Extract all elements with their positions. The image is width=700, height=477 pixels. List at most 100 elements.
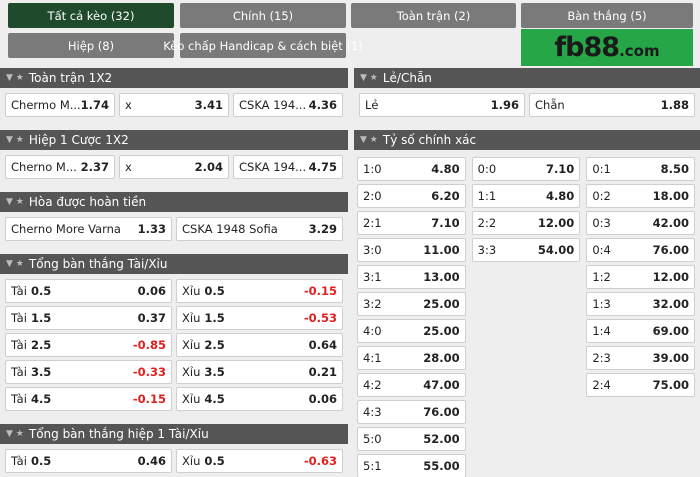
odds-cell[interactable]: Xỉu 4.5 0.06 <box>176 387 343 411</box>
odds-value: 0.06 <box>137 284 166 298</box>
section-header[interactable]: ▼ ★ Tổng bàn thắng Tài/Xỉu <box>0 254 348 274</box>
odds-cell[interactable]: 2:2 12.00 <box>471 211 581 235</box>
odds-cell[interactable]: 4:2 47.00 <box>357 373 466 397</box>
outcome-name: 3:3 <box>477 243 497 257</box>
odds-cell[interactable]: 1:4 69.00 <box>586 319 695 343</box>
outcome-name: 4:3 <box>363 405 382 419</box>
odds-cell[interactable]: CSKA 1948 Sofia 3.29 <box>176 217 343 241</box>
odds-cell[interactable]: Xỉu 1.5 -0.53 <box>176 306 343 330</box>
odds-cell[interactable]: 3:3 54.00 <box>471 238 581 262</box>
odds-value: -0.33 <box>132 365 166 379</box>
section-title: Tổng bàn thắng Tài/Xỉu <box>28 257 168 271</box>
odds-value: 1.74 <box>80 98 109 112</box>
odds-cell[interactable]: Tài 1.5 0.37 <box>5 306 172 330</box>
outcome-label: 2:4 <box>592 378 611 392</box>
odds-cell[interactable]: 2:3 39.00 <box>586 346 695 370</box>
odds-value: 75.00 <box>652 378 689 392</box>
odds-cell[interactable]: 0:2 18.00 <box>586 184 695 208</box>
odds-cell[interactable]: 4:3 76.00 <box>357 400 466 424</box>
tab[interactable]: Chính (15) <box>180 3 346 28</box>
outcome-label: Tài 2.5 <box>11 338 51 352</box>
odds-cell[interactable]: Xỉu 0.5 -0.15 <box>176 279 343 303</box>
odds-value: 12.00 <box>537 216 575 230</box>
odds-value: 1.33 <box>137 222 166 236</box>
outcome-name: 4:1 <box>363 351 382 365</box>
odds-cell[interactable]: Tài 2.5 -0.85 <box>5 333 172 357</box>
outcome-label: 3:2 <box>363 297 382 311</box>
odds-cell[interactable]: Tài 4.5 -0.15 <box>5 387 172 411</box>
outcome-label: CSKA 194... <box>239 160 306 174</box>
odds-cell[interactable]: 2:1 7.10 <box>357 211 466 235</box>
odds-cell[interactable]: 0:0 7.10 <box>471 157 581 181</box>
section-icons: ▼ ★ <box>360 73 378 83</box>
tab[interactable]: Hiệp (8) <box>8 33 174 58</box>
tab[interactable]: Bàn thắng (5) <box>521 3 693 28</box>
odds-cell[interactable]: Xỉu 0.5 -0.63 <box>176 449 343 473</box>
tab[interactable]: Kèo chấp Handicap & cách biệt (1) <box>163 33 363 58</box>
outcome-label: Tài 0.5 <box>11 284 51 298</box>
outcome-line: 2.5 <box>30 338 52 352</box>
odds-cell[interactable]: Cherno More Varna 1.33 <box>5 217 172 241</box>
odds-value: -0.53 <box>303 311 337 325</box>
odds-value: 47.00 <box>423 378 460 392</box>
outcome-label: Tài 1.5 <box>11 311 51 325</box>
odds-cell[interactable]: 2:0 6.20 <box>357 184 466 208</box>
outcome-label: 1:3 <box>592 297 611 311</box>
section-header[interactable]: ▼ ★ Toàn trận 1X2 <box>0 68 348 88</box>
section-icons: ▼ ★ <box>360 135 378 145</box>
odds-cell[interactable]: Lẻ 1.96 <box>359 93 525 117</box>
outcome-line: 4.5 <box>204 392 225 406</box>
section-header[interactable]: ▼ ★ Hòa được hoàn tiền <box>0 192 348 212</box>
odds-cell[interactable]: 1:2 12.00 <box>586 265 695 289</box>
odds-cell[interactable]: 5:0 52.00 <box>357 427 466 451</box>
odds-cell[interactable]: 4:0 25.00 <box>357 319 466 343</box>
odds-cell[interactable]: 1:0 4.80 <box>357 157 466 181</box>
odds-cell[interactable]: Tài 3.5 -0.33 <box>5 360 172 384</box>
outcome-name: Xỉu <box>182 311 201 325</box>
section-title: Toàn trận 1X2 <box>28 71 113 85</box>
section-header[interactable]: ▼ ★ Hiệp 1 Cược 1X2 <box>0 130 348 150</box>
odds-cell[interactable]: CSKA 194... 4.75 <box>233 155 343 179</box>
odds-value: 11.00 <box>423 243 460 257</box>
odds-cell[interactable]: 1:3 32.00 <box>586 292 695 316</box>
outcome-label: Cherno M... <box>11 160 77 174</box>
odds-cell[interactable]: 0:3 42.00 <box>586 211 695 235</box>
odds-cell[interactable]: Xỉu 3.5 0.21 <box>176 360 343 384</box>
odds-cell[interactable]: CSKA 194... 4.36 <box>233 93 343 117</box>
odds-cell[interactable]: Chermo M... 1.74 <box>5 93 115 117</box>
outcome-name: Xỉu <box>182 284 201 298</box>
outcome-name: 0:0 <box>477 162 497 176</box>
odds-cell[interactable]: Tài 0.5 0.46 <box>5 449 172 473</box>
outcome-name: Xỉu <box>182 454 201 468</box>
odds-value: -0.63 <box>303 454 337 468</box>
odds-cell[interactable]: Chẵn 1.88 <box>529 93 695 117</box>
section-header[interactable]: ▼ ★ Tổng bàn thắng hiệp 1 Tài/Xỉu <box>0 424 348 444</box>
odds-cell[interactable]: 4:1 28.00 <box>357 346 466 370</box>
odds-cell[interactable]: 0:1 8.50 <box>586 157 695 181</box>
odds-cell[interactable]: 3:1 13.00 <box>357 265 466 289</box>
tab[interactable]: Tất cả kèo (32) <box>8 3 174 28</box>
odds-cell[interactable]: 1:1 4.80 <box>471 184 581 208</box>
odds-value: 32.00 <box>652 297 689 311</box>
section-title: Lẻ/Chẵn <box>382 71 432 85</box>
odds-value: 0.64 <box>308 338 337 352</box>
odds-cell[interactable]: Tài 0.5 0.06 <box>5 279 172 303</box>
section-header[interactable]: ▼ ★ Lẻ/Chẵn <box>354 68 700 88</box>
odds-cell[interactable]: Xỉu 2.5 0.64 <box>176 333 343 357</box>
odds-cell[interactable]: 2:4 75.00 <box>586 373 695 397</box>
odds-cell[interactable]: 0:4 76.00 <box>586 238 695 262</box>
outcome-label: 1:1 <box>478 189 497 203</box>
odds-cell[interactable]: x 2.04 <box>119 155 229 179</box>
odds-cell[interactable]: Cherno M... 2.37 <box>5 155 115 179</box>
logo-brand: fb88 <box>554 32 620 63</box>
odds-cell[interactable]: 3:2 25.00 <box>357 292 466 316</box>
outcome-label: 2:2 <box>478 216 497 230</box>
odds-cell[interactable]: 5:1 55.00 <box>357 454 466 477</box>
odds-value: 4.36 <box>308 98 337 112</box>
outcome-label: Xỉu 3.5 <box>182 365 225 379</box>
tab[interactable]: Toàn trận (2) <box>351 3 516 28</box>
odds-cell[interactable]: 3:0 11.00 <box>357 238 466 262</box>
section-header[interactable]: ▼ ★ Tỷ số chính xác <box>354 130 700 150</box>
odds-cell[interactable]: x 3.41 <box>119 93 229 117</box>
